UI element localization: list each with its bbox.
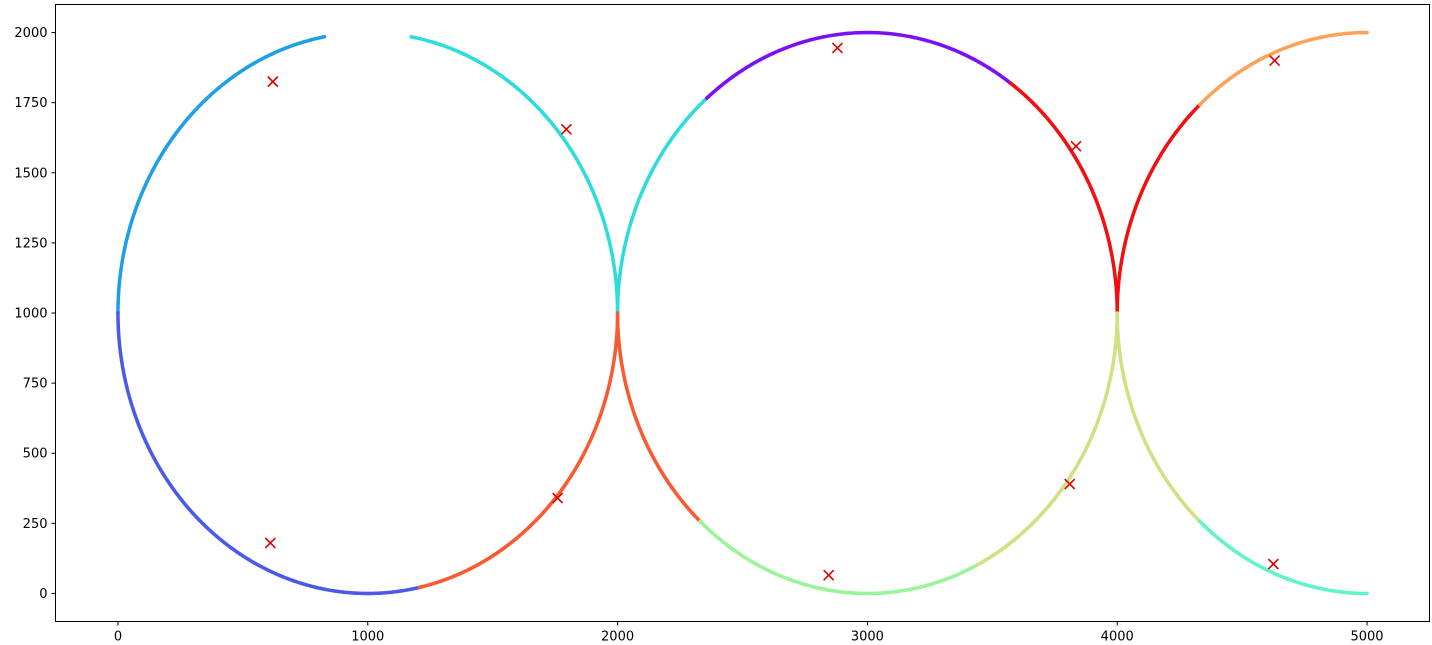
- cluster-7-points: [1008, 81, 1120, 315]
- centroid-stroke: [831, 42, 843, 54]
- data-point: [1365, 591, 1369, 596]
- centroid-stroke: [267, 76, 279, 88]
- centroid-stroke: [1269, 55, 1281, 67]
- y-tick-label: 0: [39, 587, 47, 602]
- y-tick-label: 500: [23, 447, 48, 462]
- centroid-stroke: [1064, 478, 1076, 490]
- centroid-stroke: [823, 569, 835, 581]
- x-tick-label: 1000: [351, 630, 384, 645]
- centroid-marker: [267, 76, 279, 88]
- cluster-11-points: [1115, 102, 1202, 315]
- points-layer: [116, 30, 1369, 596]
- centroid-stroke: [264, 537, 276, 549]
- y-tick-label: 1500: [14, 166, 47, 181]
- cluster-1-points: [116, 35, 327, 315]
- y-tick-label: 1000: [14, 307, 47, 322]
- data-point: [1008, 81, 1013, 86]
- y-tick-label: 1750: [14, 96, 47, 111]
- cluster-5-points: [615, 96, 709, 315]
- y-tick-label: 250: [23, 517, 48, 532]
- y-axis: 0 250 500 750 1000 1250 1500 1750 2000: [14, 26, 56, 602]
- centroid-marker: [552, 492, 564, 504]
- centroid-marker: [1064, 478, 1076, 490]
- x-tick-label: 0: [114, 630, 122, 645]
- cluster-9-points: [698, 519, 979, 596]
- y-tick-label: 750: [23, 377, 48, 392]
- centroid-stroke: [1070, 140, 1082, 152]
- centroid-layer: [264, 42, 1281, 581]
- cluster-8-points: [615, 311, 703, 524]
- data-point: [705, 96, 709, 100]
- centroid-stroke: [1267, 558, 1279, 570]
- x-tick-label: 2000: [601, 630, 634, 645]
- centroid-marker: [264, 537, 276, 549]
- x-tick-label: 3000: [851, 630, 884, 645]
- centroid-marker: [1269, 55, 1281, 67]
- data-point: [409, 35, 413, 39]
- x-tick-label: 5000: [1350, 630, 1383, 645]
- centroid-marker: [1267, 558, 1279, 570]
- centroid-marker: [560, 123, 572, 135]
- cluster-14-points: [1198, 519, 1369, 596]
- centroid-stroke: [552, 492, 564, 504]
- cluster-6-points: [705, 30, 1013, 100]
- y-tick-label: 2000: [14, 26, 47, 41]
- cluster-4-points: [417, 311, 620, 590]
- y-tick-label: 1250: [14, 236, 47, 251]
- x-tick-label: 4000: [1101, 630, 1134, 645]
- centroid-marker: [823, 569, 835, 581]
- data-point: [1198, 102, 1202, 107]
- centroid-stroke: [560, 123, 572, 135]
- cluster-13-points: [1115, 311, 1202, 524]
- x-axis: 0 1000 2000 3000 4000 5000: [114, 621, 1384, 645]
- cluster-12-points: [1198, 30, 1369, 107]
- cluster-3-points: [116, 311, 422, 596]
- centroid-marker: [831, 42, 843, 54]
- centroid-marker: [1070, 140, 1082, 152]
